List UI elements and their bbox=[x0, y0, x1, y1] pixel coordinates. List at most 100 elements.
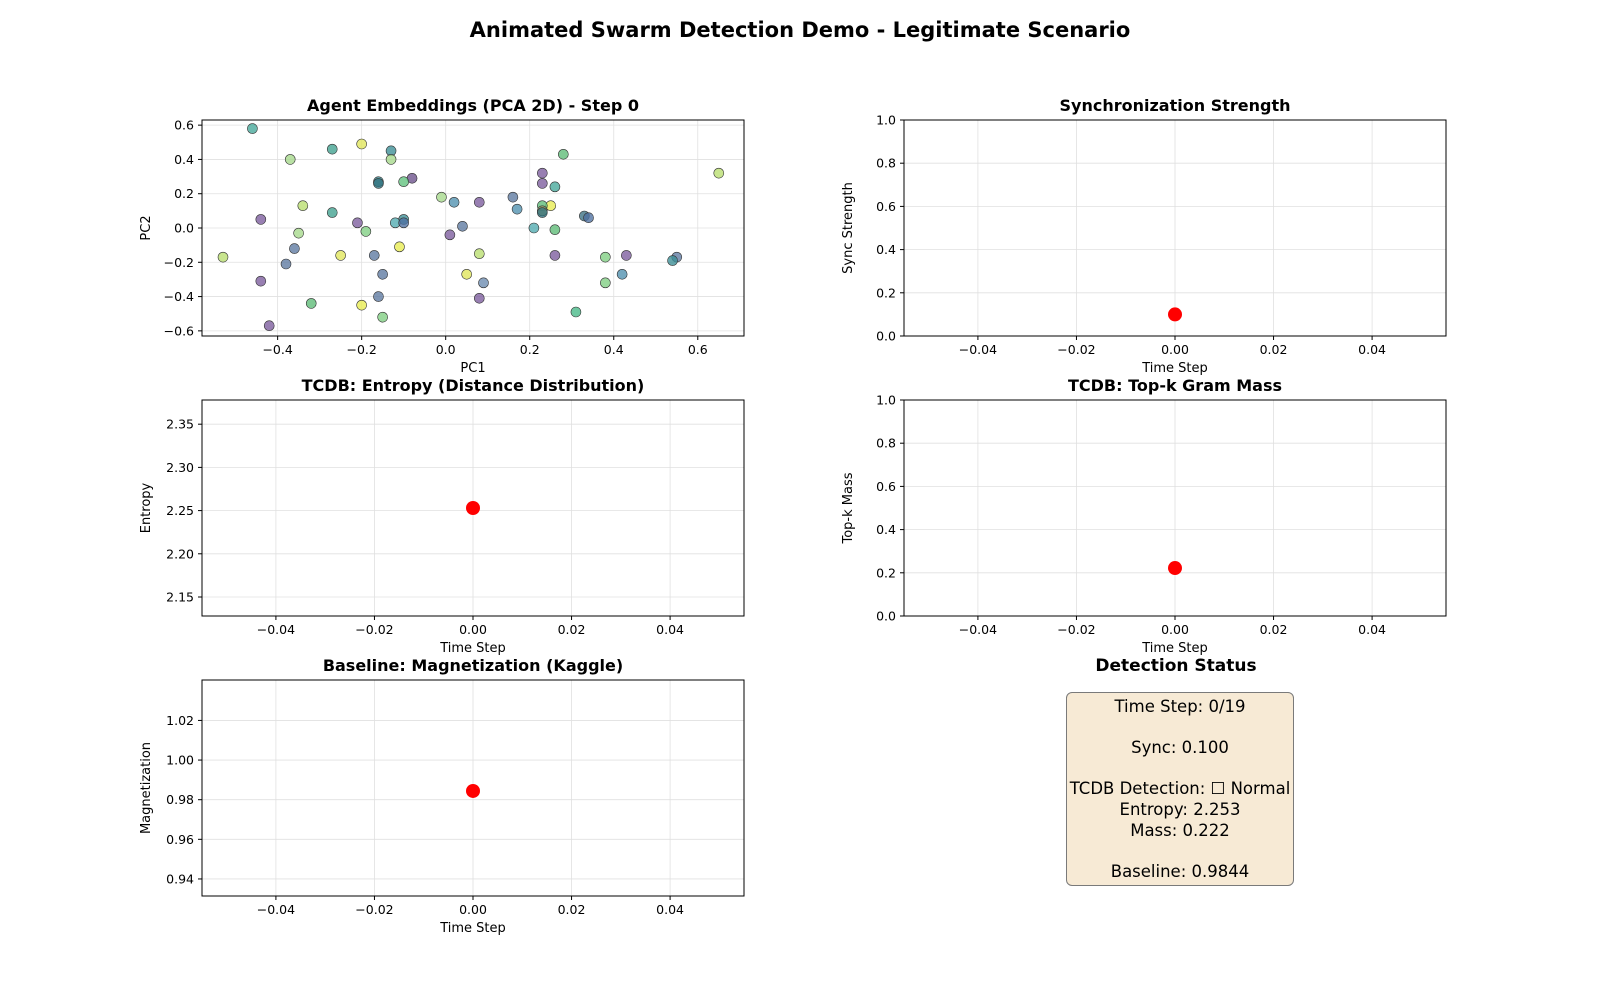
embedding-point bbox=[549, 224, 561, 236]
embed-ytick-label: −0.2 bbox=[164, 255, 194, 270]
entropy-title: TCDB: Entropy (Distance Distribution) bbox=[302, 376, 645, 395]
status-baseline: Baseline: 0.9844 bbox=[1110, 862, 1250, 881]
mass-xtick-label: 0.02 bbox=[1260, 622, 1288, 637]
sync-xtick-label: −0.02 bbox=[1057, 342, 1095, 357]
embed-ytick-label: 0.0 bbox=[174, 221, 194, 236]
embedding-point bbox=[356, 299, 367, 311]
embedding-point bbox=[373, 291, 384, 302]
mass-title: TCDB: Top-k Gram Mass bbox=[1068, 376, 1282, 395]
entropy-ylabel: Entropy bbox=[139, 482, 154, 533]
sync-ytick-label: 0.0 bbox=[876, 329, 896, 344]
embedding-point bbox=[398, 217, 409, 229]
embedding-point bbox=[474, 292, 485, 304]
embedding-point bbox=[289, 243, 300, 254]
sync-ytick-label: 0.2 bbox=[876, 285, 896, 300]
embed-chart: −0.4 −0.2 0.0 0.2 0.4 0.6 −0.6 −0.4 −0.2 0.0 0.2 0.… bbox=[139, 96, 745, 376]
embedding-point bbox=[713, 167, 725, 179]
embedding-point bbox=[511, 203, 523, 215]
status-time-step: Time Step: 0/19 bbox=[1114, 697, 1246, 716]
magnet-ytick-label: 0.96 bbox=[166, 832, 194, 847]
status-sync: Sync: 0.100 bbox=[1131, 738, 1229, 757]
embed-ylabel: PC2 bbox=[139, 215, 154, 240]
mass-ytick-label: 0.2 bbox=[876, 565, 896, 580]
mass-xtick-label: −0.02 bbox=[1057, 622, 1095, 637]
entropy-ytick-label: 2.20 bbox=[166, 546, 194, 561]
mass-ytick-label: 0.8 bbox=[876, 436, 896, 451]
entropy-xtick-label: −0.04 bbox=[257, 622, 295, 637]
embed-xtick-label: 0.4 bbox=[604, 342, 624, 357]
embed-xtick-label: 0.2 bbox=[520, 342, 540, 357]
sync-xlabel: Time Step bbox=[1141, 361, 1208, 376]
sync-xtick-label: 0.02 bbox=[1260, 342, 1288, 357]
embedding-point bbox=[616, 268, 628, 280]
mass-ytick-label: 0.0 bbox=[876, 609, 896, 624]
embedding-point bbox=[293, 227, 304, 239]
embedding-point bbox=[537, 178, 548, 189]
embedding-point bbox=[537, 207, 548, 218]
mass-ytick-label: 0.4 bbox=[876, 522, 896, 537]
magnet-ylabel: Magnetization bbox=[139, 742, 154, 834]
embedding-point bbox=[247, 123, 258, 134]
embedding-point bbox=[305, 298, 317, 309]
magnet-xtick-label: −0.04 bbox=[257, 902, 295, 917]
embedding-point bbox=[461, 268, 472, 280]
magnet-title: Baseline: Magnetization (Kaggle) bbox=[323, 656, 623, 675]
embedding-point bbox=[600, 251, 611, 263]
embed-ytick-label: 0.4 bbox=[174, 152, 194, 167]
embedding-point bbox=[667, 255, 678, 266]
magnet-ytick-label: 1.02 bbox=[166, 713, 194, 728]
embedding-point bbox=[621, 250, 632, 261]
mass-xtick-label: 0.00 bbox=[1161, 622, 1189, 637]
entropy-ytick-label: 2.35 bbox=[166, 417, 194, 432]
embedding-point bbox=[474, 248, 485, 260]
entropy-ytick-label: 2.25 bbox=[166, 503, 194, 518]
embedding-point bbox=[549, 181, 561, 193]
embedding-point bbox=[444, 229, 456, 241]
status-mass: Mass: 0.222 bbox=[1130, 821, 1230, 840]
embedding-point bbox=[558, 148, 569, 160]
embedding-point bbox=[280, 258, 292, 270]
entropy-xtick-label: −0.02 bbox=[355, 622, 393, 637]
embed-xtick-label: 0.6 bbox=[688, 342, 708, 357]
embedding-point bbox=[377, 311, 388, 323]
embed-ytick-label: 0.2 bbox=[174, 186, 194, 201]
sync-chart: −0.04 −0.02 0.00 0.02 0.04 0.0 0.2 0.4 0.6 0.8 1.0… bbox=[841, 96, 1447, 376]
embed-ytick-label: −0.4 bbox=[164, 289, 194, 304]
sync-ylabel: Sync Strength bbox=[841, 182, 856, 274]
sync-xtick-label: 0.00 bbox=[1161, 342, 1189, 357]
embedding-point bbox=[570, 306, 582, 318]
entropy-chart: −0.04 −0.02 0.00 0.02 0.04 2.15 2.20 2.25 2.30 2.… bbox=[139, 376, 745, 656]
embedding-point bbox=[356, 138, 367, 150]
sync-current-point bbox=[1168, 307, 1182, 322]
mass-chart: −0.04 −0.02 0.00 0.02 0.04 0.0 0.2 0.4 0.6 0.8 1.0… bbox=[841, 376, 1447, 656]
sync-ytick-label: 1.0 bbox=[876, 113, 896, 128]
embedding-point bbox=[368, 250, 380, 261]
magnet-ytick-label: 0.98 bbox=[166, 792, 194, 807]
magnet-ytick-label: 1.00 bbox=[166, 753, 194, 768]
embedding-point bbox=[255, 214, 267, 225]
sync-ytick-label: 0.8 bbox=[876, 156, 896, 171]
sync-xtick-label: 0.04 bbox=[1358, 342, 1386, 357]
entropy-ytick-label: 2.30 bbox=[166, 460, 194, 475]
mass-ytick-label: 1.0 bbox=[876, 393, 896, 408]
entropy-xlabel: Time Step bbox=[439, 641, 506, 656]
embedding-point bbox=[373, 178, 384, 189]
embed-xtick-label: 0.0 bbox=[436, 342, 456, 357]
embedding-point bbox=[398, 176, 409, 188]
embed-ytick-label: 0.6 bbox=[174, 118, 194, 133]
embedding-point bbox=[352, 217, 363, 229]
status-entropy: Entropy: 2.253 bbox=[1119, 800, 1241, 819]
embedding-point bbox=[448, 196, 460, 208]
mass-xtick-label: −0.04 bbox=[959, 622, 997, 637]
embedding-point bbox=[335, 250, 346, 261]
embedding-point bbox=[537, 167, 548, 179]
embedding-point bbox=[255, 275, 267, 287]
mass-xtick-label: 0.04 bbox=[1358, 622, 1386, 637]
entropy-xtick-label: 0.02 bbox=[558, 622, 586, 637]
magnet-xlabel: Time Step bbox=[439, 921, 506, 936]
magnet-ytick-label: 0.94 bbox=[166, 871, 194, 886]
embedding-point bbox=[377, 268, 388, 280]
sync-ytick-label: 0.4 bbox=[876, 242, 896, 257]
figure-title: Animated Swarm Detection Demo - Legitima… bbox=[470, 18, 1131, 42]
sync-xtick-label: −0.04 bbox=[959, 342, 997, 357]
